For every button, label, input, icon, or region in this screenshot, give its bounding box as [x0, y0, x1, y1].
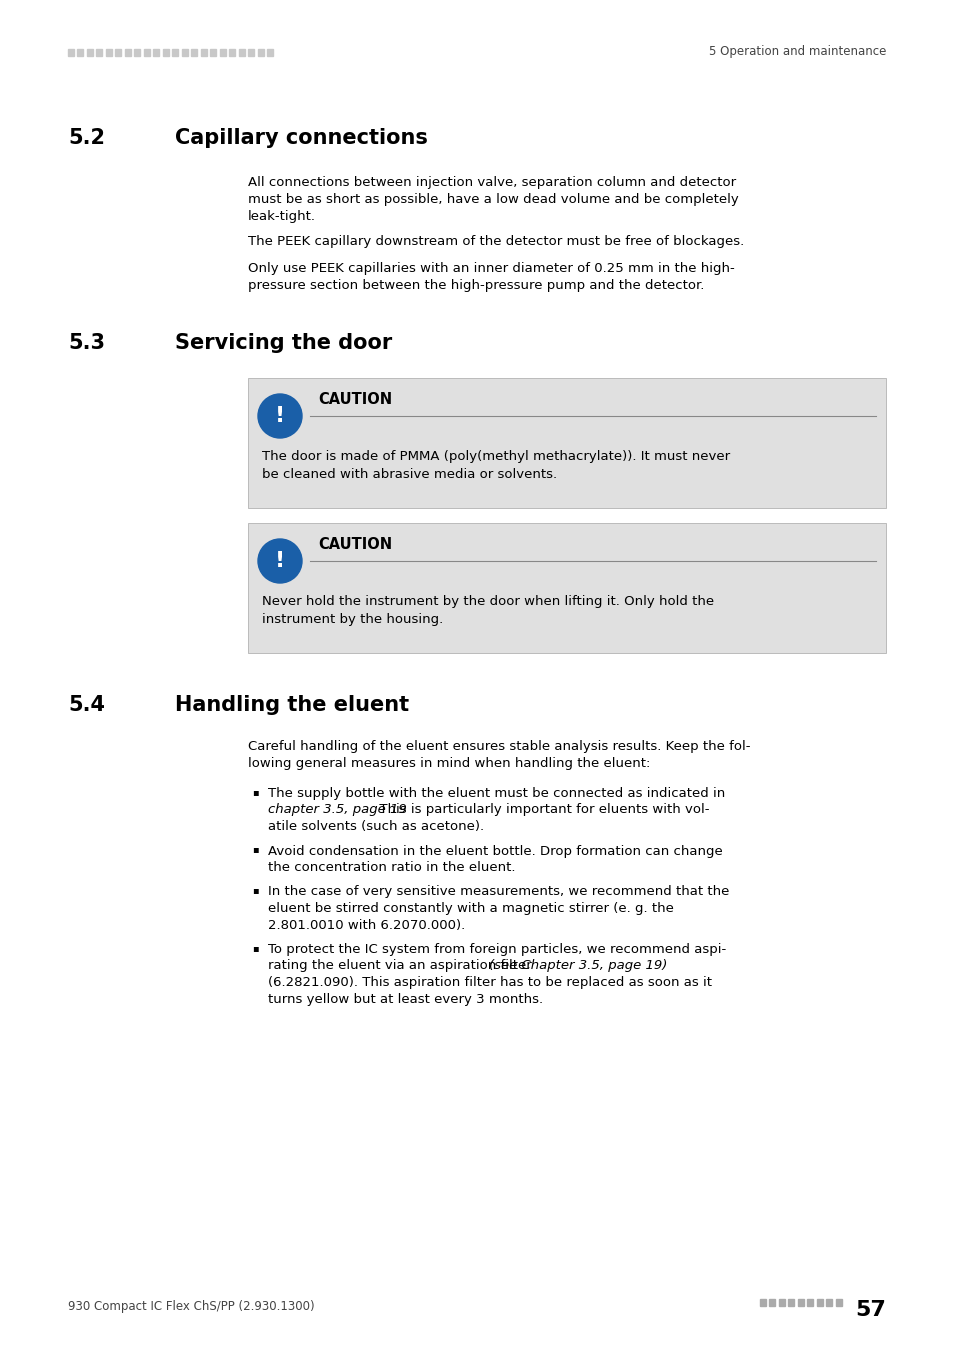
Text: CAUTION: CAUTION [317, 537, 392, 552]
Text: eluent be stirred constantly with a magnetic stirrer (e. g. the: eluent be stirred constantly with a magn… [268, 902, 673, 915]
Text: (see Chapter 3.5, page 19): (see Chapter 3.5, page 19) [489, 960, 667, 972]
Text: chapter 3.5, page 19: chapter 3.5, page 19 [268, 803, 406, 817]
Bar [96, 49, 102, 55]
Bar [68, 49, 74, 55]
Bar [220, 49, 226, 55]
Text: Handling the eluent: Handling the eluent [174, 695, 409, 716]
Circle shape [257, 394, 302, 437]
Bar [77, 49, 84, 55]
Bar [788, 1299, 794, 1305]
Bar [248, 49, 254, 55]
Bar [153, 49, 159, 55]
Text: ▪: ▪ [252, 845, 258, 855]
Text: In the case of very sensitive measurements, we recommend that the: In the case of very sensitive measuremen… [268, 886, 729, 899]
Text: !: ! [274, 406, 285, 427]
Bar [201, 49, 207, 55]
Bar [825, 1299, 832, 1305]
Bar [797, 1299, 803, 1305]
Text: 5.2: 5.2 [68, 128, 105, 148]
Bar [239, 49, 245, 55]
Text: Only use PEEK capillaries with an inner diameter of 0.25 mm in the high-
pressur: Only use PEEK capillaries with an inner … [248, 262, 734, 292]
Text: 5.3: 5.3 [68, 333, 105, 352]
Bar [134, 49, 140, 55]
Bar [779, 1299, 784, 1305]
Bar [760, 1299, 765, 1305]
Circle shape [257, 539, 302, 583]
Text: lowing general measures in mind when handling the eluent:: lowing general measures in mind when han… [248, 756, 650, 770]
Text: !: ! [274, 551, 285, 571]
Text: All connections between injection valve, separation column and detector
must be : All connections between injection valve,… [248, 176, 738, 223]
Text: (6.2821.090). This aspiration filter has to be replaced as soon as it: (6.2821.090). This aspiration filter has… [268, 976, 711, 990]
Bar [87, 49, 92, 55]
Text: Never hold the instrument by the door when lifting it. Only hold the: Never hold the instrument by the door wh… [262, 595, 714, 608]
Text: 5.4: 5.4 [68, 695, 105, 716]
Text: ▪: ▪ [252, 787, 258, 796]
Bar [257, 49, 264, 55]
Text: The PEEK capillary downstream of the detector must be free of blockages.: The PEEK capillary downstream of the det… [248, 235, 743, 248]
Bar [115, 49, 121, 55]
Text: The door is made of PMMA (poly(methyl methacrylate)). It must never: The door is made of PMMA (poly(methyl me… [262, 450, 729, 463]
Text: Capillary connections: Capillary connections [174, 128, 428, 148]
Bar [806, 1299, 813, 1305]
Bar [230, 49, 235, 55]
Bar [163, 49, 169, 55]
FancyBboxPatch shape [248, 378, 885, 508]
Text: the concentration ratio in the eluent.: the concentration ratio in the eluent. [268, 861, 515, 873]
Text: 57: 57 [854, 1300, 885, 1320]
Text: instrument by the housing.: instrument by the housing. [262, 613, 443, 626]
Text: rating the eluent via an aspiration filter: rating the eluent via an aspiration filt… [268, 960, 536, 972]
Bar [125, 49, 131, 55]
Text: atile solvents (such as acetone).: atile solvents (such as acetone). [268, 819, 483, 833]
Text: Avoid condensation in the eluent bottle. Drop formation can change: Avoid condensation in the eluent bottle.… [268, 845, 722, 857]
Text: 930 Compact IC Flex ChS/PP (2.930.1300): 930 Compact IC Flex ChS/PP (2.930.1300) [68, 1300, 314, 1314]
Text: turns yellow but at least every 3 months.: turns yellow but at least every 3 months… [268, 992, 542, 1006]
Text: CAUTION: CAUTION [317, 392, 392, 406]
Bar [267, 49, 274, 55]
Bar [172, 49, 178, 55]
Bar [182, 49, 188, 55]
Bar [106, 49, 112, 55]
Text: The supply bottle with the eluent must be connected as indicated in: The supply bottle with the eluent must b… [268, 787, 724, 801]
Bar [835, 1299, 841, 1305]
FancyBboxPatch shape [248, 522, 885, 653]
Text: 2.801.0010 with 6.2070.000).: 2.801.0010 with 6.2070.000). [268, 918, 465, 932]
Bar [816, 1299, 822, 1305]
Text: 5 Operation and maintenance: 5 Operation and maintenance [708, 46, 885, 58]
Bar [144, 49, 150, 55]
Text: Careful handling of the eluent ensures stable analysis results. Keep the fol-: Careful handling of the eluent ensures s… [248, 740, 750, 753]
Text: To protect the IC system from foreign particles, we recommend aspi-: To protect the IC system from foreign pa… [268, 944, 725, 956]
Text: be cleaned with abrasive media or solvents.: be cleaned with abrasive media or solven… [262, 468, 557, 482]
Bar [192, 49, 197, 55]
Text: . This is particularly important for eluents with vol-: . This is particularly important for elu… [371, 803, 709, 817]
Text: ▪: ▪ [252, 944, 258, 953]
Text: Servicing the door: Servicing the door [174, 333, 392, 352]
Bar [769, 1299, 775, 1305]
Text: ▪: ▪ [252, 886, 258, 895]
Bar [211, 49, 216, 55]
